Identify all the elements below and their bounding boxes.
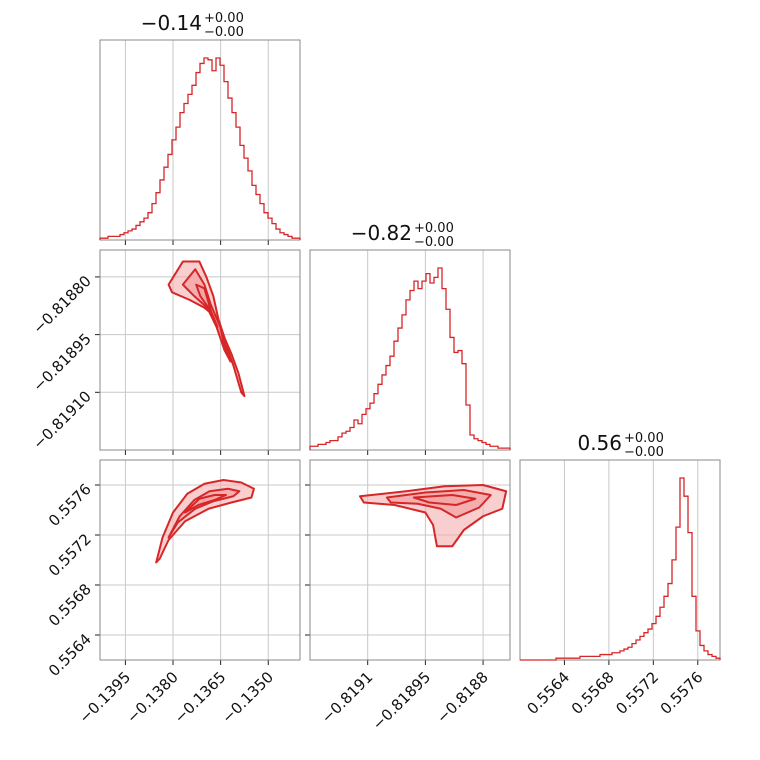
hist-2-2-step bbox=[309, 267, 511, 450]
hist-1-1-frame bbox=[99, 39, 301, 241]
hist-3-3-title-sub: −0.00 bbox=[624, 445, 664, 460]
hist-3-3-step bbox=[520, 477, 721, 661]
contour-3-1-level-0 bbox=[155, 479, 255, 564]
hist-3-3-title: 0.56 bbox=[577, 431, 622, 455]
contour-3-1-level-2 bbox=[184, 494, 228, 514]
hist-2-2-title: −0.82 bbox=[351, 221, 412, 245]
contour-2-1-frame bbox=[99, 249, 301, 451]
hist-2-2-title-sub: −0.00 bbox=[414, 235, 454, 250]
contour-2-1-level-0 bbox=[167, 260, 246, 398]
contour-3-1-frame bbox=[99, 459, 301, 661]
hist-1-1-title-sup: +0.00 bbox=[204, 11, 244, 26]
contour-3-2-levels bbox=[359, 484, 508, 548]
contour-3-1-levels bbox=[155, 479, 255, 564]
hist-3-3-title-sup: +0.00 bbox=[624, 431, 664, 446]
contour-2-1-level-2 bbox=[195, 283, 219, 328]
contour-3-2-frame bbox=[309, 459, 511, 661]
hist-2-2-frame bbox=[309, 249, 511, 451]
hist-1-1-step bbox=[99, 57, 301, 240]
contour-2-1-level-1 bbox=[181, 268, 232, 363]
contour-2-1-levels bbox=[167, 260, 246, 398]
contour-3-2-level-2 bbox=[412, 494, 477, 506]
hist-3-3-frame bbox=[519, 459, 721, 661]
hist-2-2-title-sup: +0.00 bbox=[414, 221, 454, 236]
hist-1-1-title-sub: −0.00 bbox=[204, 25, 244, 40]
hist-1-1-title: −0.14 bbox=[141, 11, 202, 35]
